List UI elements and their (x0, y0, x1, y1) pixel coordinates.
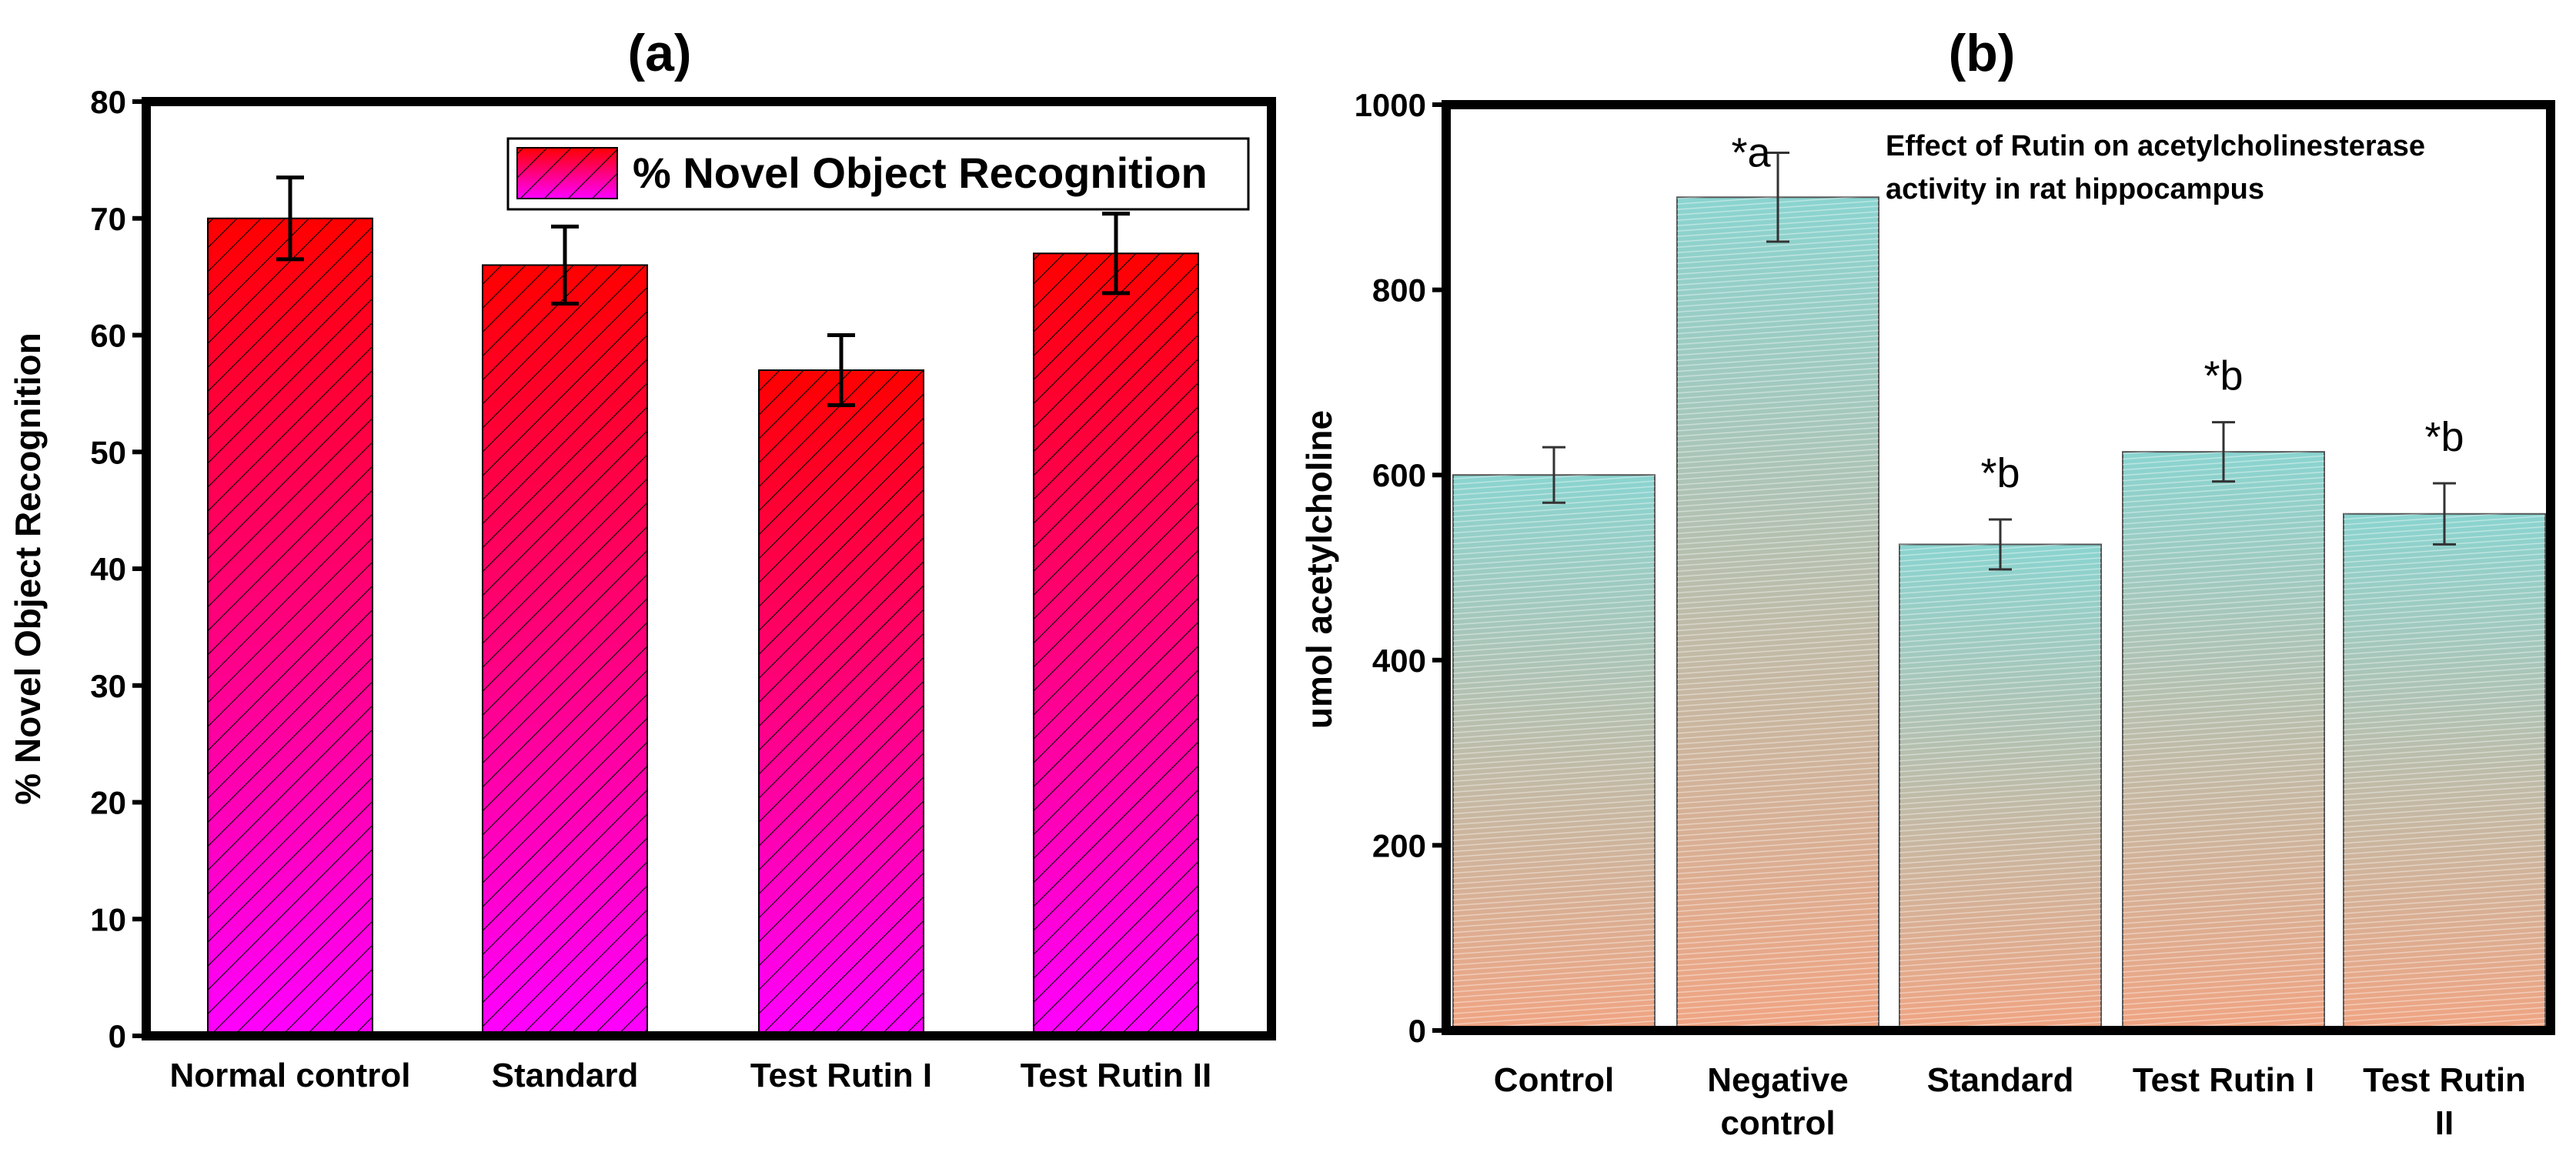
y-tick-label: 30 (90, 668, 126, 704)
y-tick-label: 80 (90, 84, 126, 120)
x-tick-label: II (2435, 1104, 2454, 1142)
bar-hatch (483, 265, 647, 1036)
bar-hatch (2344, 513, 2545, 1030)
bar-hatch (1453, 475, 1655, 1030)
panel-a-bars (207, 217, 1199, 1037)
panel-b-plot-frame (1442, 100, 2555, 1035)
error-bar (551, 224, 579, 306)
significance-label: *b (2424, 414, 2464, 460)
panel-b-significance-labels: *a *b *b *b (1731, 130, 2464, 496)
y-tick-label: 20 (90, 785, 126, 821)
panel-b-y-axis: 0 200 400 600 800 1000 (1355, 87, 1446, 1049)
y-tick-label: 40 (90, 551, 126, 587)
significance-label: *b (1980, 450, 2020, 496)
panel-b-x-axis: Control Negative control Standard Test Rutin… (1494, 1061, 2526, 1142)
error-bar (2212, 421, 2235, 483)
y-tick-label: 60 (90, 318, 126, 354)
bar-hatch (1899, 544, 2101, 1030)
panel-a: (a) 0 10 20 30 40 50 60 70 80 Normal control Stan… (8, 24, 1276, 1094)
panel-b-error-bars (1542, 152, 2456, 571)
x-tick-label: control (1720, 1104, 1835, 1142)
x-tick-label: Test Rutin I (2133, 1061, 2314, 1099)
y-tick-label: 400 (1372, 643, 1426, 679)
panel-a-legend-swatch-hatch (517, 148, 617, 199)
error-bar (276, 175, 304, 262)
x-tick-label: Standard (1927, 1061, 2074, 1099)
panel-b-label: (b) (1949, 24, 2016, 82)
panel-b-title-line-2: activity in rat hippocampus (1886, 173, 2264, 205)
y-tick-label: 200 (1372, 827, 1426, 863)
x-tick-label: Control (1494, 1061, 1614, 1099)
y-tick-label: 800 (1372, 272, 1426, 309)
bar-hatch (1677, 197, 1879, 1030)
panel-a-legend-label: % Novel Object Recognition (633, 149, 1208, 197)
y-tick-label: 10 (90, 901, 126, 937)
panel-a-error-bars (276, 175, 1130, 408)
y-tick-label: 600 (1372, 457, 1426, 493)
panel-a-legend-box (506, 137, 1250, 211)
x-tick-label: Normal control (170, 1057, 411, 1094)
error-bar (1542, 446, 1565, 504)
panel-a-y-axis: 0 10 20 30 40 50 60 70 80 (90, 84, 146, 1054)
panel-b: (b) 0 200 400 600 800 1000 Control Negative con… (1299, 24, 2555, 1142)
y-tick-label: 1000 (1355, 87, 1426, 123)
y-tick-label: 70 (90, 201, 126, 237)
panel-b-y-label: umol acetylcholine (1299, 410, 1339, 729)
y-tick-label: 0 (109, 1018, 126, 1054)
error-bar (1989, 518, 2012, 571)
error-bar (827, 333, 855, 408)
error-bar (2433, 482, 2456, 546)
x-tick-label: Negative (1707, 1061, 1848, 1099)
y-tick-label: 0 (1408, 1013, 1426, 1049)
bar-hatch (1034, 253, 1198, 1036)
x-tick-label: Test Rutin I (750, 1057, 932, 1094)
significance-label: *b (2203, 353, 2243, 399)
significance-label: *a (1731, 130, 1771, 176)
panel-b-title-line-1: Effect of Rutin on acetylcholinesterase (1886, 130, 2425, 162)
x-tick-label: Test Rutin II (1021, 1057, 1212, 1094)
y-tick-label: 50 (90, 434, 126, 470)
panel-b-bars (1452, 196, 2546, 1031)
panel-a-x-axis: Normal control Standard Test Rutin I Test R… (170, 1057, 1212, 1094)
panel-a-y-label: % Novel Object Recognition (8, 332, 48, 804)
panel-a-label: (a) (627, 24, 691, 82)
error-bar (1102, 212, 1130, 296)
x-tick-label: Test Rutin (2363, 1061, 2526, 1099)
x-tick-label: Standard (492, 1057, 639, 1094)
panel-a-legend: % Novel Object Recognition (506, 137, 1250, 211)
bar-hatch (759, 370, 924, 1036)
bar-hatch (2123, 452, 2324, 1030)
error-bar (1766, 152, 1789, 243)
bar-hatch (208, 218, 373, 1036)
